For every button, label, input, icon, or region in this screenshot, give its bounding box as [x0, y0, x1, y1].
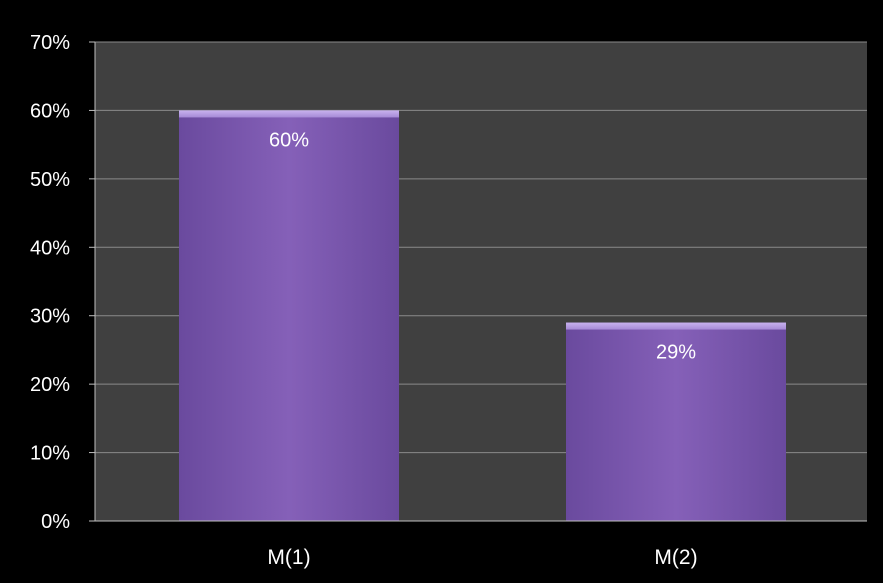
y-tick-label: 30%	[30, 306, 70, 328]
bar-top-bevel	[566, 322, 786, 330]
bar-group: 60%	[179, 110, 399, 521]
y-tick-label: 10%	[30, 443, 70, 465]
y-tick-label: 20%	[30, 374, 70, 396]
y-axis: 0% 10% 20% 30% 40% 50% 60% 70%	[30, 32, 96, 533]
data-label: 60%	[269, 129, 309, 151]
bar	[566, 322, 786, 521]
x-axis: M(1) M(2)	[95, 520, 867, 569]
y-tick-label: 60%	[30, 100, 70, 122]
y-tick-label: 40%	[30, 237, 70, 259]
bar-group: 29%	[566, 322, 786, 521]
data-label: 29%	[656, 342, 696, 364]
bar-top-bevel	[179, 110, 399, 118]
bar	[179, 110, 399, 521]
y-tick-label: 0%	[41, 511, 70, 533]
x-tick-label: M(1)	[267, 546, 310, 569]
x-tick-label: M(2)	[654, 546, 697, 569]
y-tick-label: 50%	[30, 169, 70, 191]
bars: 60% 29%	[179, 110, 786, 521]
y-tick-label: 70%	[30, 32, 70, 54]
